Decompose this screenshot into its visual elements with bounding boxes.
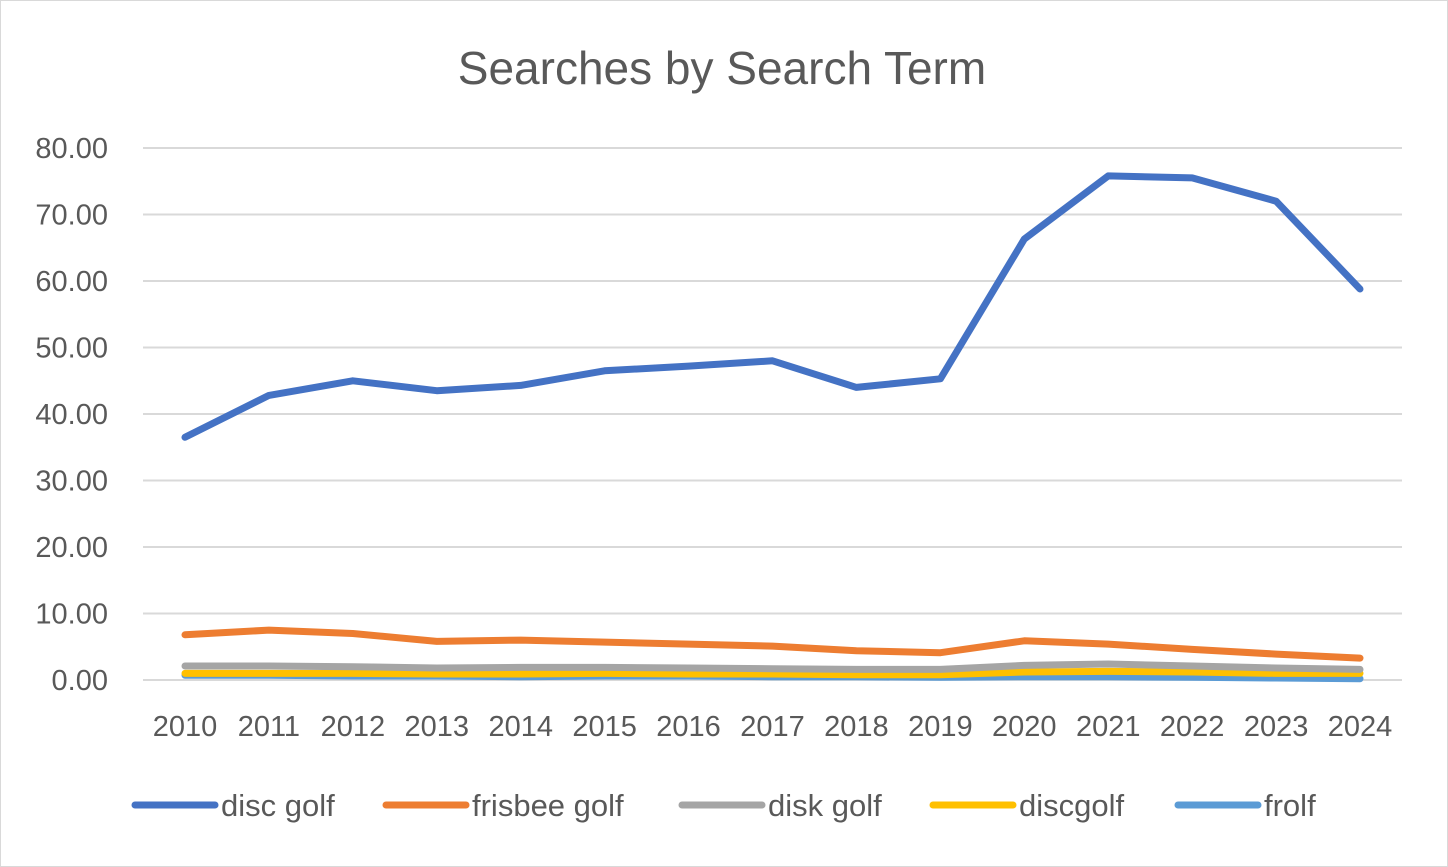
x-tick-label: 2013 [405, 711, 470, 743]
series-line-frisbee-golf [181, 626, 1364, 662]
legend-item-disk-golf: disk golf [678, 788, 882, 823]
legend-item-frolf: frolf [1174, 788, 1316, 823]
y-tick-label: 30.00 [35, 466, 108, 498]
x-tick-label: 2023 [1244, 711, 1309, 743]
x-tick-label: 2011 [238, 711, 300, 743]
y-tick-label: 70.00 [35, 200, 108, 232]
series-lines [181, 172, 1364, 683]
legend: disc golf frisbee golf disk golf discgolf fr… [131, 788, 1316, 823]
x-tick-label: 2012 [321, 711, 386, 743]
y-tick-label: 50.00 [35, 333, 108, 365]
legend-item-frisbee-golf: frisbee golf [382, 788, 624, 823]
legend-item-discgolf: discgolf [929, 788, 1124, 823]
x-tick-label: 2015 [572, 711, 637, 743]
x-tick-label: 2014 [488, 711, 553, 743]
gridlines [143, 147, 1402, 681]
legend-label: disc golf [221, 788, 335, 823]
series-line-discgolf [181, 667, 1364, 679]
legend-label: discgolf [1019, 788, 1124, 823]
x-axis-tick-labels: 2010 2011 2012 2013 2014 2015 2016 2017 2018 2019… [153, 711, 1393, 743]
chart-title: Searches by Search Term [458, 42, 986, 94]
series-line-disc-golf [181, 172, 1364, 441]
x-tick-label: 2022 [1160, 711, 1225, 743]
legend-item-disc-golf: disc golf [131, 788, 335, 823]
x-tick-label: 2021 [1076, 711, 1141, 743]
legend-label: frisbee golf [472, 788, 624, 823]
series-line-disk-golf [181, 660, 1364, 673]
x-tick-label: 2020 [992, 711, 1057, 743]
x-tick-label: 2016 [656, 711, 721, 743]
x-tick-label: 2018 [824, 711, 889, 743]
x-tick-label: 2019 [908, 711, 973, 743]
y-tick-label: 10.00 [35, 599, 108, 631]
y-tick-label: 0.00 [52, 665, 108, 697]
y-tick-label: 60.00 [35, 266, 108, 298]
x-tick-label: 2017 [740, 711, 805, 743]
y-tick-label: 80.00 [35, 133, 108, 165]
y-tick-label: 40.00 [35, 399, 108, 431]
y-axis-tick-labels: 0.00 10.00 20.00 30.00 40.00 50.00 60.00 70.00 8… [35, 133, 108, 697]
x-tick-label: 2010 [153, 711, 218, 743]
legend-label: disk golf [768, 788, 882, 823]
legend-label: frolf [1264, 788, 1316, 823]
y-tick-label: 20.00 [35, 532, 108, 564]
x-tick-label: 2024 [1328, 711, 1393, 743]
